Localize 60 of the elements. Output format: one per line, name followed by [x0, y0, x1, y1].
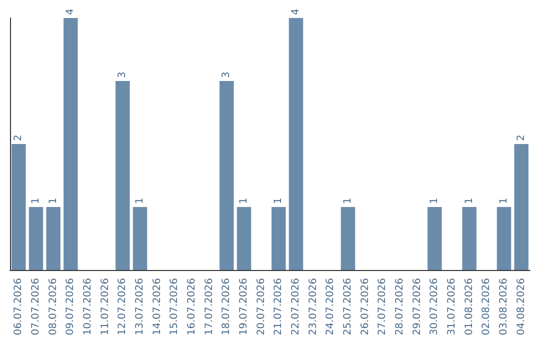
data-label: 3: [117, 72, 128, 78]
data-label: 1: [30, 198, 42, 204]
x-tick-label: 10.07.2026: [82, 278, 94, 336]
x-tick-label: 31.07.2026: [446, 278, 458, 336]
x-tick-label: 24.07.2026: [325, 278, 336, 336]
x-tick-label: 29.07.2026: [412, 278, 423, 336]
data-label: 1: [238, 198, 250, 204]
bar: [12, 144, 26, 270]
x-tick-label: 02.08.2026: [481, 278, 492, 336]
data-label: 1: [134, 198, 146, 204]
x-tick-label: 26.07.2026: [360, 278, 371, 336]
bar: [428, 207, 442, 270]
data-label: 1: [48, 198, 59, 204]
x-tick-label: 16.07.2026: [186, 278, 198, 336]
x-tick-label: 18.07.2026: [221, 278, 232, 336]
x-tick-label: 22.07.2026: [290, 278, 302, 336]
bar: [28, 207, 44, 270]
x-tick-label: 27.07.2026: [377, 278, 388, 336]
data-label: 1: [464, 198, 475, 204]
data-label: 2: [13, 134, 24, 141]
data-label: 2: [516, 134, 527, 141]
data-label: 1: [498, 198, 510, 204]
x-tick-label: 28.07.2026: [394, 278, 406, 336]
bar: [132, 207, 148, 270]
x-tick-label: 11.07.2026: [100, 278, 111, 336]
data-label: 4: [290, 8, 302, 15]
x-tick-label: 08.07.2026: [48, 278, 59, 336]
x-tick-label: 23.07.2026: [308, 278, 319, 336]
bar: [514, 144, 528, 270]
x-tick-label: 17.07.2026: [204, 278, 215, 336]
bar: [64, 18, 78, 270]
x-tick-label: 20.07.2026: [256, 278, 267, 336]
data-label: 1: [342, 198, 354, 204]
x-tick-label: 07.07.2026: [30, 278, 42, 336]
bar: [236, 207, 252, 270]
data-label: 1: [273, 198, 284, 204]
data-label: 3: [221, 72, 232, 78]
x-tick-label: 06.07.2026: [13, 278, 24, 336]
x-tick-label: 09.07.2026: [65, 278, 76, 336]
x-tick-label: 21.07.2026: [273, 278, 284, 336]
x-tick-label: 12.07.2026: [117, 278, 128, 336]
data-label: 4: [65, 8, 76, 15]
x-tick-label: 19.07.2026: [238, 278, 250, 336]
x-tick-label: 01.08.2026: [464, 278, 475, 336]
bar: [288, 18, 304, 270]
x-tick-label: 15.07.2026: [169, 278, 180, 336]
bar: [46, 207, 60, 270]
bar: [220, 81, 234, 270]
bar: [272, 207, 286, 270]
bar: [462, 207, 476, 270]
data-label: 1: [429, 198, 440, 204]
x-tick-label: 25.07.2026: [342, 278, 354, 336]
x-tick-label: 30.07.2026: [429, 278, 440, 336]
x-tick-label: 04.08.2026: [516, 278, 527, 336]
x-tick-label: 13.07.2026: [134, 278, 146, 336]
bar: [116, 81, 130, 270]
bar: [496, 207, 512, 270]
bar: [340, 207, 356, 270]
x-tick-label: 03.08.2026: [498, 278, 510, 336]
x-tick-label: 14.07.2026: [152, 278, 163, 336]
